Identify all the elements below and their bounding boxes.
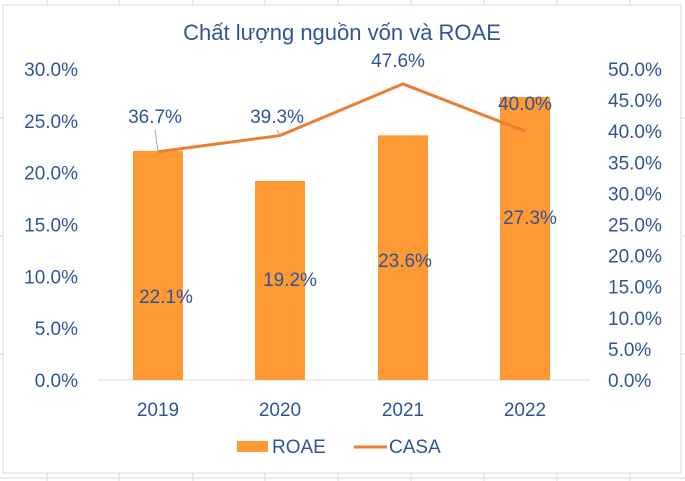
bar-roae xyxy=(378,135,428,380)
line-casa xyxy=(157,82,526,154)
right-axis-tick: 50.0% xyxy=(608,60,662,81)
bar-roae xyxy=(133,150,183,380)
leader-line xyxy=(154,129,159,152)
legend-casa-label: CASA xyxy=(389,437,441,458)
bar-data-label: 23.6% xyxy=(378,251,432,272)
bar-data-label: 19.2% xyxy=(263,270,317,291)
x-axis-tick: 2019 xyxy=(137,400,179,421)
chart-area xyxy=(2,4,682,474)
left-axis-tick: 0.0% xyxy=(35,371,78,392)
right-axis-tick: 35.0% xyxy=(608,153,662,174)
left-axis-tick: 10.0% xyxy=(24,267,78,288)
left-axis-tick: 20.0% xyxy=(24,164,78,185)
right-axis-tick: 30.0% xyxy=(608,184,662,205)
right-axis-tick: 45.0% xyxy=(608,91,662,112)
right-axis-tick: 20.0% xyxy=(608,247,662,268)
bar-roae xyxy=(255,180,305,380)
right-axis-tick: 10.0% xyxy=(608,309,662,330)
line-data-label: 39.3% xyxy=(250,107,304,128)
line-data-label: 47.6% xyxy=(371,51,425,72)
x-axis-tick: 2021 xyxy=(382,400,424,421)
x-axis-tick: 2022 xyxy=(504,400,546,421)
left-axis-tick: 25.0% xyxy=(24,112,78,133)
left-axis-tick: 15.0% xyxy=(24,216,78,237)
chart-title: Chất lượng nguồn vốn và ROAE xyxy=(183,20,501,45)
x-axis-tick: 2020 xyxy=(259,400,301,421)
legend-roae-swatch xyxy=(237,441,268,452)
left-axis-tick: 30.0% xyxy=(24,60,78,81)
bar-data-label: 27.3% xyxy=(503,208,557,229)
bar-data-label: 22.1% xyxy=(139,287,193,308)
line-data-label: 40.0% xyxy=(498,94,552,115)
bar-roae xyxy=(500,96,550,381)
left-axis-tick: 5.0% xyxy=(35,319,78,340)
legend-roae-label: ROAE xyxy=(272,437,326,458)
line-data-label: 36.7% xyxy=(128,107,182,128)
right-axis-tick: 5.0% xyxy=(608,340,651,361)
right-axis-tick: 25.0% xyxy=(608,216,662,237)
right-axis-tick: 40.0% xyxy=(608,122,662,143)
right-axis-tick: 15.0% xyxy=(608,278,662,299)
right-axis-tick: 0.0% xyxy=(608,371,651,392)
